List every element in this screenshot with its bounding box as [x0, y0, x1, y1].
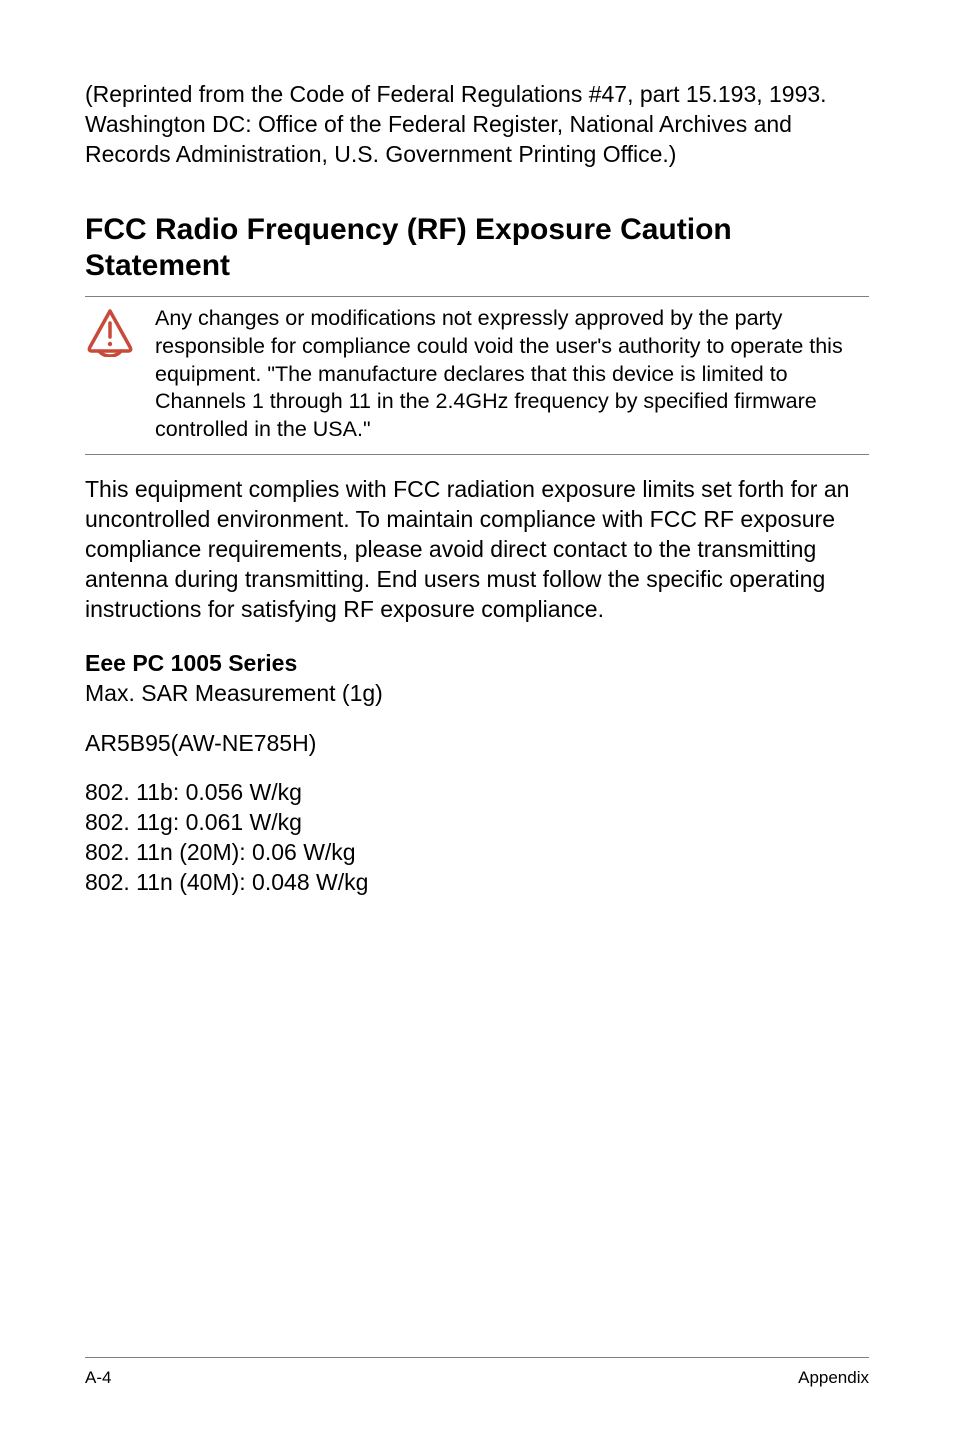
body-paragraph: This equipment complies with FCC radiati… — [85, 475, 869, 624]
page-content: (Reprinted from the Code of Federal Regu… — [85, 80, 869, 1357]
intro-paragraph: (Reprinted from the Code of Federal Regu… — [85, 80, 869, 170]
page-footer: A-4 Appendix — [85, 1357, 869, 1388]
sar-value-row: 802. 11n (40M): 0.048 W/kg — [85, 868, 869, 898]
sar-value-row: 802. 11n (20M): 0.06 W/kg — [85, 838, 869, 868]
caution-box: Any changes or modifications not express… — [85, 296, 869, 456]
sar-value-row: 802. 11b: 0.056 W/kg — [85, 778, 869, 808]
section-heading: FCC Radio Frequency (RF) Exposure Cautio… — [85, 212, 869, 284]
series-heading: Eee PC 1005 Series — [85, 649, 869, 679]
page-number: A-4 — [85, 1368, 111, 1388]
measurement-label: Max. SAR Measurement (1g) — [85, 679, 869, 709]
sar-value-row: 802. 11g: 0.061 W/kg — [85, 808, 869, 838]
sar-values-list: 802. 11b: 0.056 W/kg 802. 11g: 0.061 W/k… — [85, 778, 869, 898]
caution-text: Any changes or modifications not express… — [145, 305, 869, 445]
warning-icon — [85, 305, 145, 362]
footer-label: Appendix — [798, 1368, 869, 1388]
model-name: AR5B95(AW-NE785H) — [85, 729, 869, 759]
